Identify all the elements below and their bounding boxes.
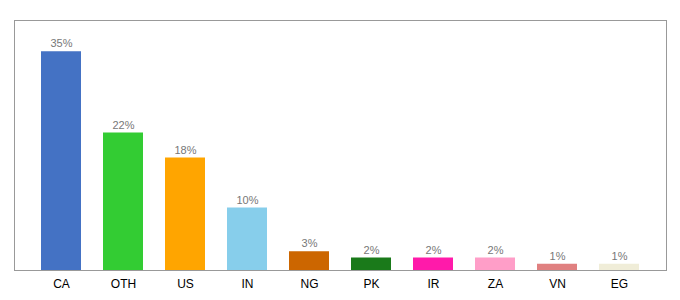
svg-text:US: US [177,277,194,291]
svg-text:2%: 2% [364,244,380,256]
svg-text:EG: EG [611,277,628,291]
svg-text:PK: PK [363,277,379,291]
svg-text:OTH: OTH [111,277,136,291]
svg-text:22%: 22% [112,119,134,131]
svg-text:1%: 1% [550,250,566,262]
svg-text:35%: 35% [50,37,72,49]
svg-text:VN: VN [549,277,566,291]
svg-text:CA: CA [53,277,70,291]
svg-text:IN: IN [242,277,254,291]
svg-text:18%: 18% [174,144,196,156]
svg-text:ZA: ZA [488,277,503,291]
svg-text:NG: NG [301,277,319,291]
svg-text:IR: IR [428,277,440,291]
svg-text:3%: 3% [302,237,318,249]
svg-text:2%: 2% [488,244,504,256]
svg-text:1%: 1% [612,250,628,262]
svg-text:2%: 2% [426,244,442,256]
svg-text:10%: 10% [236,194,258,206]
